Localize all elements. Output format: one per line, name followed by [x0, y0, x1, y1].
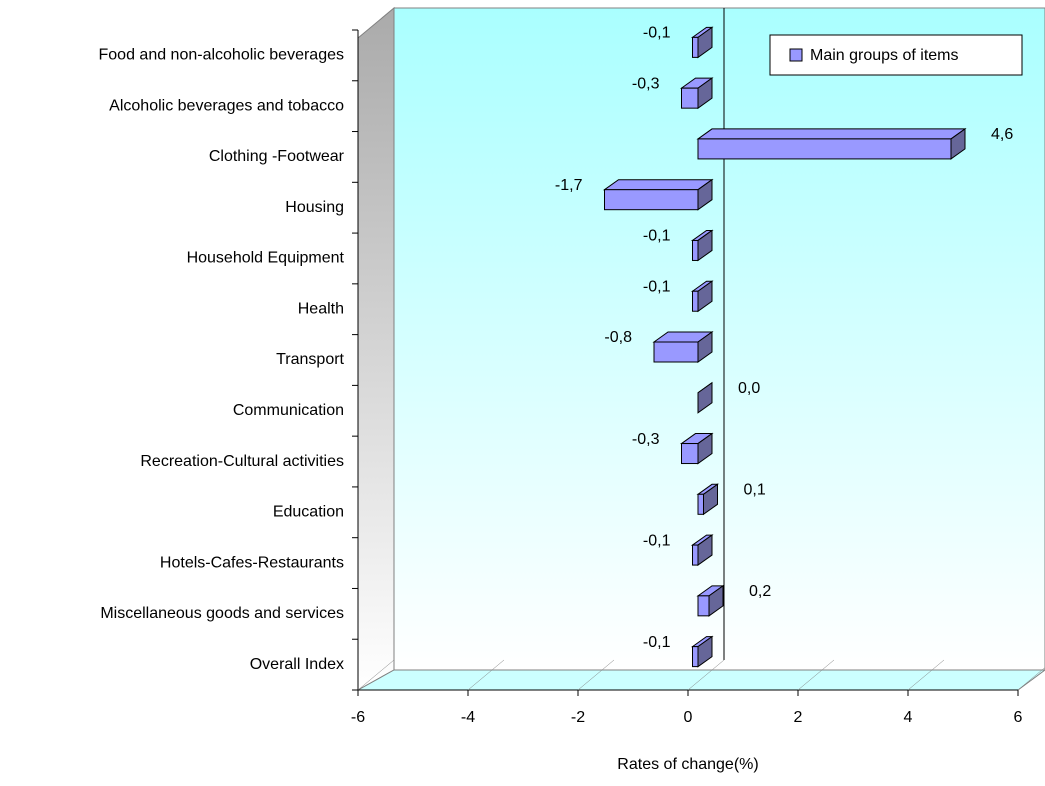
data-label: -0,1 — [643, 25, 671, 42]
data-label: 4,6 — [991, 126, 1013, 143]
y-tick-label: Clothing -Footwear — [209, 148, 345, 165]
floor-tick — [357, 659, 395, 691]
y-tick-label: Education — [273, 504, 344, 521]
bar — [690, 635, 714, 668]
bar-top — [696, 128, 967, 140]
data-label: 0,0 — [738, 380, 760, 397]
bar-front — [692, 239, 699, 261]
back-wall — [393, 7, 1045, 671]
bar — [690, 26, 714, 59]
y-tick-label: Overall Index — [250, 656, 344, 673]
bar-front — [697, 493, 704, 515]
bar — [679, 432, 714, 465]
y-tick-label: Miscellaneous goods and services — [100, 605, 344, 622]
data-label: -0,1 — [643, 532, 671, 549]
y-tick-label: Hotels-Cafes-Restaurants — [160, 554, 344, 571]
bar — [697, 381, 713, 414]
data-label: -0,1 — [643, 634, 671, 651]
y-tick-label: Health — [298, 300, 344, 317]
y-tick-label: Food and non-alcoholic beverages — [99, 47, 345, 64]
x-tick-label: 6 — [1014, 709, 1023, 726]
side-wall — [357, 6, 395, 691]
bar — [696, 127, 967, 160]
bar — [690, 229, 714, 262]
legend-swatch — [789, 48, 803, 62]
bar-front — [653, 341, 699, 363]
bar — [652, 331, 714, 363]
data-label: -0,1 — [643, 278, 671, 295]
floor-tick — [907, 659, 945, 691]
data-label: -0,3 — [632, 75, 660, 92]
y-tick-label: Alcoholic beverages and tobacco — [109, 97, 344, 114]
bar-top — [602, 179, 714, 191]
bar-side — [697, 381, 713, 414]
data-label: 0,1 — [744, 482, 766, 499]
legend — [769, 34, 1023, 76]
bar-front — [681, 87, 699, 109]
bar-front — [692, 290, 699, 312]
y-tick-label: Household Equipment — [187, 250, 345, 267]
x-axis-label: Rates of change(%) — [617, 756, 758, 773]
floor-tick — [467, 659, 505, 691]
floor-tick — [797, 659, 835, 691]
x-tick-label: 4 — [904, 709, 913, 726]
x-tick-label: -6 — [351, 709, 365, 726]
floor-tick — [687, 659, 725, 691]
x-tick-label: 2 — [794, 709, 803, 726]
bar-front — [604, 189, 699, 211]
bar — [696, 584, 725, 617]
bar — [679, 77, 714, 110]
bar-front — [692, 36, 699, 58]
bar-front — [692, 544, 699, 566]
data-label: 0,2 — [749, 583, 771, 600]
x-tick-label: -2 — [571, 709, 585, 726]
bar-front — [692, 646, 699, 668]
bar — [696, 483, 720, 516]
bar-front — [697, 138, 952, 160]
floor — [356, 669, 1045, 691]
bar — [602, 178, 714, 211]
data-label: -0,1 — [643, 228, 671, 245]
data-label: -1,7 — [555, 177, 583, 194]
y-tick-label: Housing — [285, 199, 344, 216]
y-tick-label: Transport — [276, 351, 344, 368]
bar-front — [681, 443, 699, 465]
x-tick-label: -4 — [461, 709, 475, 726]
floor-tick — [577, 659, 615, 691]
legend-label: Main groups of items — [810, 47, 959, 64]
x-tick-label: 0 — [684, 709, 693, 726]
data-label: -0,8 — [604, 329, 632, 346]
y-tick-label: Recreation-Cultural activities — [140, 453, 344, 470]
bar — [690, 280, 714, 313]
y-tick-label: Communication — [233, 402, 344, 419]
data-label: -0,3 — [632, 431, 660, 448]
bar — [690, 534, 714, 567]
floor-tick — [1017, 667, 1045, 691]
bar-front — [697, 595, 710, 617]
